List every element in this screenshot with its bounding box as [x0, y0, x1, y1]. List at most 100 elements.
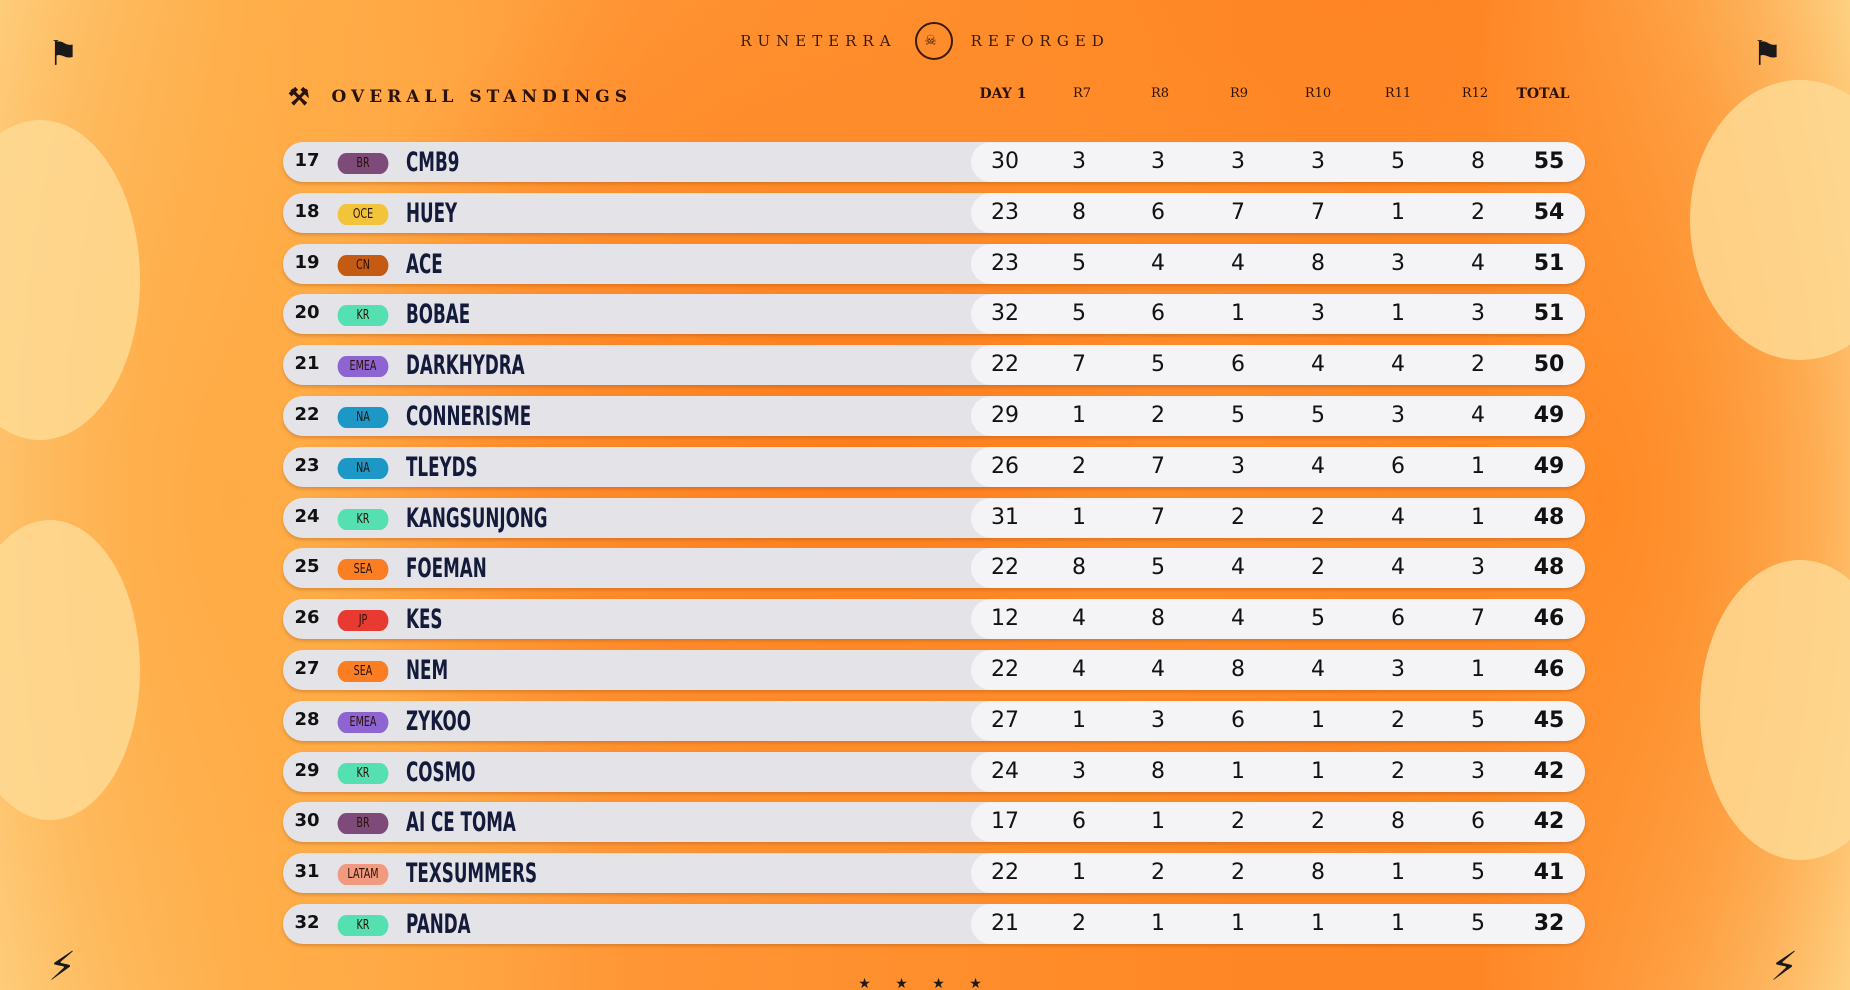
section-title: ⚒ OVERALL STANDINGS — [288, 82, 632, 111]
player-name: COSMO — [406, 756, 476, 788]
total-score: 50 — [1533, 352, 1565, 378]
section-title-label: OVERALL STANDINGS — [331, 86, 633, 107]
r9-score: 5 — [1231, 402, 1245, 428]
table-row: 28 EMEA ZYKOO 27 1 3 6 1 2 5 45 — [283, 700, 1585, 741]
region-badge: NA — [337, 406, 389, 428]
rank-cell: 24 — [294, 505, 320, 527]
column-headers: DAY 1 R7 R8 R9 R10 R11 R12 TOTAL — [0, 86, 1850, 110]
r10-score: 1 — [1311, 707, 1325, 733]
r11-score: 4 — [1391, 504, 1405, 530]
column-header-r12: R12 — [1461, 86, 1489, 101]
region-badge: KR — [337, 305, 389, 327]
r7-score: 3 — [1072, 758, 1086, 784]
total-score: 42 — [1533, 758, 1565, 784]
r9-score: 4 — [1231, 606, 1245, 632]
day1-score: 32 — [991, 301, 1019, 327]
scores-panel — [971, 243, 1585, 284]
r10-score: 5 — [1311, 402, 1325, 428]
r7-score: 2 — [1072, 910, 1086, 936]
day1-score: 12 — [991, 606, 1019, 632]
scores-panel — [971, 497, 1585, 538]
column-header-r8: R8 — [1150, 86, 1170, 101]
total-score: 51 — [1533, 250, 1565, 276]
day1-score: 23 — [991, 250, 1019, 276]
r7-score: 1 — [1072, 504, 1086, 530]
column-header-r9: R9 — [1229, 86, 1249, 101]
r8-score: 1 — [1151, 910, 1165, 936]
r7-score: 4 — [1072, 656, 1086, 682]
r9-score: 4 — [1231, 555, 1245, 581]
total-score: 48 — [1533, 504, 1565, 530]
player-name: BOBAE — [406, 299, 471, 331]
day1-score: 22 — [991, 555, 1019, 581]
rank-cell: 23 — [294, 454, 320, 476]
region-badge: BR — [337, 153, 389, 174]
r8-score: 7 — [1151, 453, 1165, 479]
total-score: 49 — [1533, 453, 1565, 479]
table-row: 21 EMEA DARKHYDRA 22 7 5 6 4 4 2 50 — [283, 345, 1585, 386]
table-row: 20 KR BOBAE 32 5 6 1 3 1 3 51 — [283, 294, 1585, 335]
r12-score: 8 — [1471, 149, 1485, 174]
r11-score: 4 — [1391, 555, 1405, 581]
scores-panel — [971, 548, 1585, 589]
player-name: ACE — [406, 248, 443, 280]
table-row: 32 KR PANDA 21 2 1 1 1 1 5 32 — [283, 903, 1585, 944]
r7-score: 1 — [1072, 707, 1086, 733]
lightning-bolt-icon: ⚡ — [48, 944, 77, 990]
day1-score: 17 — [991, 809, 1019, 835]
region-badge: SEA — [337, 559, 389, 581]
r12-score: 3 — [1471, 758, 1485, 784]
rank-cell: 20 — [294, 302, 320, 324]
table-row: 30 BR AI CE TOMA 17 6 1 2 2 8 6 42 — [283, 802, 1585, 843]
r8-score: 6 — [1151, 199, 1165, 225]
player-name: CONNERISME — [406, 400, 532, 432]
r12-score: 5 — [1471, 910, 1485, 936]
region-badge: KR — [337, 762, 389, 784]
brand-header: RUNETERRA ☠ REFORGED — [0, 22, 1850, 60]
total-score: 49 — [1533, 402, 1565, 428]
brand-left: RUNETERRA — [740, 32, 897, 50]
r12-score: 1 — [1471, 504, 1485, 530]
standings-table: 17 BR CMB9 30 3 3 3 3 5 8 55 18 OCE HUEY 23 8 6 7 7 1 2 54 19 C… — [283, 142, 1585, 955]
player-name: ZYKOO — [406, 705, 471, 737]
r9-score: 2 — [1231, 809, 1245, 835]
table-row: 25 SEA FOEMAN 22 8 5 4 2 4 3 48 — [283, 548, 1585, 589]
r9-score: 7 — [1231, 199, 1245, 225]
table-row: 26 JP KES 12 4 8 4 5 6 7 46 — [283, 599, 1585, 640]
r11-score: 5 — [1391, 149, 1405, 174]
r8-score: 2 — [1151, 860, 1165, 886]
day1-score: 22 — [991, 860, 1019, 886]
r10-score: 1 — [1311, 758, 1325, 784]
player-name: FOEMAN — [406, 553, 487, 585]
region-badge: EMEA — [337, 711, 389, 733]
scores-panel — [971, 853, 1585, 894]
region-badge: BR — [337, 813, 389, 835]
r11-score: 3 — [1391, 656, 1405, 682]
region-badge: EMEA — [337, 356, 389, 378]
r10-score: 2 — [1311, 809, 1325, 835]
rank-cell: 18 — [294, 200, 320, 222]
region-badge: JP — [337, 610, 389, 632]
r12-score: 2 — [1471, 352, 1485, 378]
r10-score: 2 — [1311, 504, 1325, 530]
player-name: NEM — [406, 654, 449, 686]
scores-panel — [971, 294, 1585, 335]
day1-score: 30 — [991, 149, 1019, 174]
r11-score: 3 — [1391, 402, 1405, 428]
r8-score: 4 — [1151, 656, 1165, 682]
r12-score: 2 — [1471, 199, 1485, 225]
r8-score: 8 — [1151, 606, 1165, 632]
scores-panel — [971, 751, 1585, 792]
background-swirl — [0, 520, 140, 820]
r10-score: 4 — [1311, 352, 1325, 378]
total-score: 46 — [1533, 656, 1565, 682]
player-name: KES — [406, 604, 443, 636]
column-header-day1: DAY 1 — [979, 86, 1027, 102]
r8-score: 2 — [1151, 402, 1165, 428]
r9-score: 6 — [1231, 352, 1245, 378]
r7-score: 4 — [1072, 606, 1086, 632]
region-badge: SEA — [337, 660, 389, 682]
player-name: PANDA — [406, 908, 471, 940]
region-badge: OCE — [337, 203, 389, 225]
r12-score: 4 — [1471, 402, 1485, 428]
